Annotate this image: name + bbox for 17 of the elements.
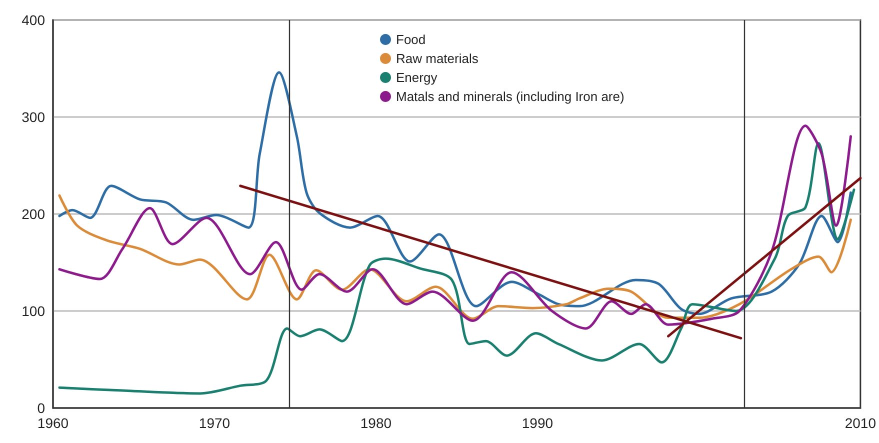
x-tick-label: 1980 <box>360 415 392 431</box>
line-series <box>58 71 852 316</box>
x-tick-label: 1970 <box>198 415 230 431</box>
legend-label: Matals and minerals (including Iron are) <box>396 89 624 104</box>
y-tick-label: 100 <box>22 303 46 319</box>
legend-label: Energy <box>396 70 438 85</box>
line-series <box>58 124 852 330</box>
legend-label: Food <box>396 32 426 47</box>
x-tick-label: 2010 <box>844 415 876 431</box>
x-tick-label: 1960 <box>37 415 69 431</box>
legend-label: Raw materials <box>396 51 479 66</box>
y-tick-label: 300 <box>22 109 46 125</box>
x-tick-label: 1990 <box>522 415 554 431</box>
y-tick-label: 400 <box>22 12 46 28</box>
y-tick-label: 0 <box>37 400 46 416</box>
line-series <box>58 142 856 395</box>
y-tick-label: 200 <box>22 206 46 222</box>
